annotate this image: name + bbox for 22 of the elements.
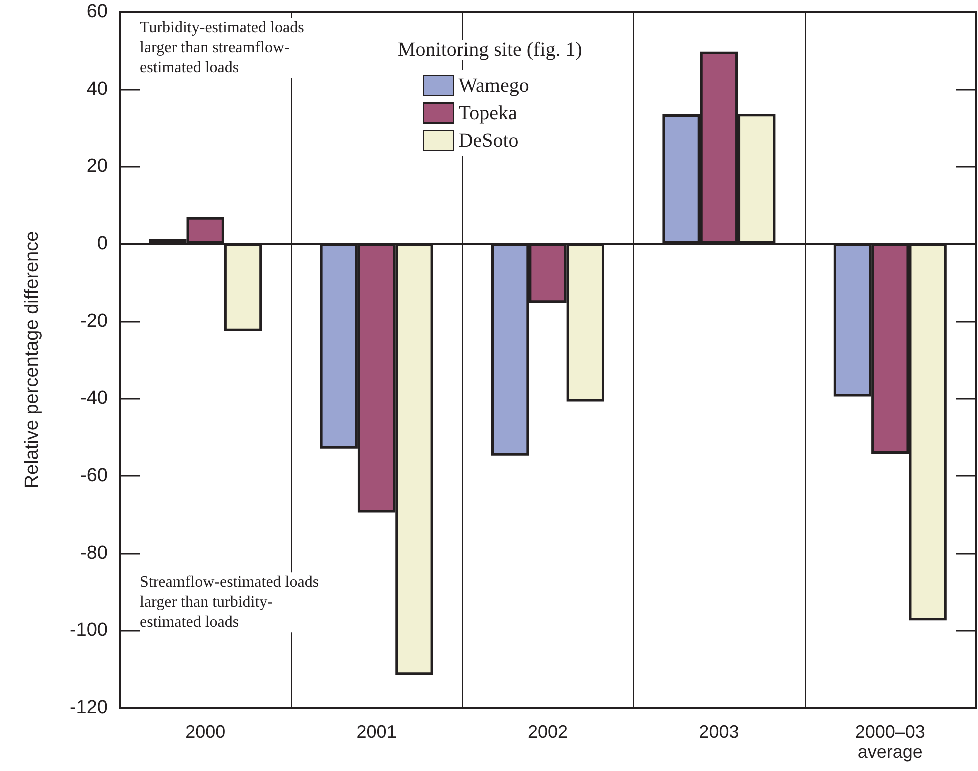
x-tick-label: 2000–03 average: [855, 722, 926, 762]
y-tick-label: -20: [80, 310, 108, 332]
y-tick-label: 60: [86, 2, 108, 22]
y-tick-label: 40: [86, 78, 108, 100]
y-tick-label: -120: [70, 698, 108, 718]
annotation: Streamflow-estimated loads larger than turbidity- estimated loads: [140, 574, 320, 632]
y-tick-label: -40: [80, 388, 108, 410]
y-tick-label: 20: [86, 156, 108, 178]
legend-title: Monitoring site (fig. 1): [398, 39, 582, 61]
x-tick-label: 2001: [356, 722, 397, 742]
y-axis-title: Relative percentage difference: [22, 231, 43, 489]
x-tick-label: 2002: [528, 722, 568, 742]
x-tick-label: 2003: [699, 722, 740, 742]
y-tick-label: 0: [97, 234, 108, 254]
y-tick-label: -60: [80, 466, 108, 486]
y-tick-label: -80: [80, 542, 108, 564]
y-tick-label: -100: [70, 620, 108, 642]
legend-label: DeSoto: [458, 130, 519, 152]
x-tick-label: 2000: [186, 722, 226, 742]
annotation: Turbidity-estimated loads larger than streamflow- estimated loads: [140, 20, 304, 76]
legend-label: Topeka: [458, 102, 518, 124]
legend-label: Wamego: [458, 74, 530, 97]
